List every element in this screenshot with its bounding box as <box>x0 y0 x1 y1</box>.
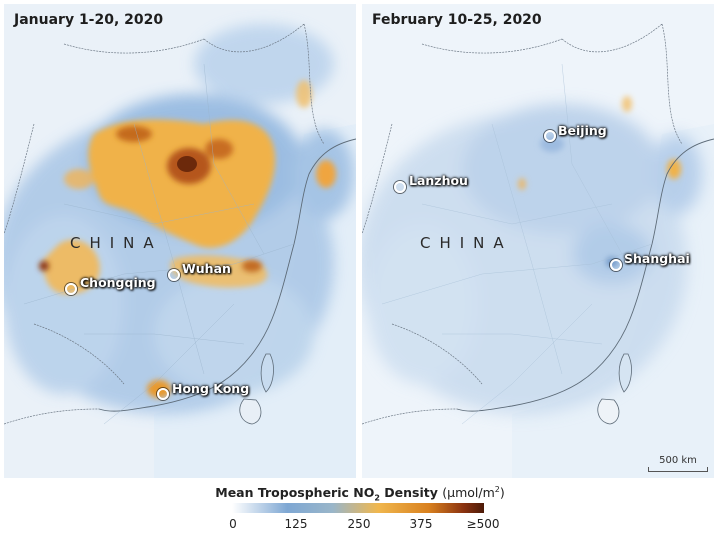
country-label: CHINA <box>70 234 163 252</box>
no2-map-january <box>4 4 356 478</box>
city-marker-icon <box>610 259 622 271</box>
city-beijing: Beijing <box>544 118 607 142</box>
city-label: Beijing <box>558 122 607 138</box>
legend-units: (µmol/m <box>442 485 495 501</box>
panel-title: February 10-25, 2020 <box>372 12 542 28</box>
legend-title: Mean Tropospheric NO2 Density (µmol/m2) <box>0 485 720 503</box>
country-label: CHINA <box>420 234 513 252</box>
city-marker-icon <box>157 388 169 400</box>
color-legend: Mean Tropospheric NO2 Density (µmol/m2) … <box>0 480 720 536</box>
no2-map-february <box>362 4 714 478</box>
scale-bar: 500 km <box>648 455 708 472</box>
map-panel-january: January 1-20, 2020 CHINA Wuhan Chongqing… <box>4 4 356 478</box>
city-wuhan: Wuhan <box>168 255 231 281</box>
legend-title-text: Mean Tropospheric NO <box>215 485 375 501</box>
city-shanghai: Shanghai <box>610 245 690 271</box>
city-label: Hong Kong <box>172 380 250 396</box>
legend-units-superscript: 2 <box>494 485 500 494</box>
scale-bar-line <box>648 467 708 472</box>
city-chongqing: Chongqing <box>65 269 156 295</box>
legend-tick: ≥500 <box>466 517 500 531</box>
legend-tick: 375 <box>409 517 433 531</box>
city-label: Shanghai <box>624 250 690 266</box>
city-marker-icon <box>65 283 77 295</box>
city-label: Lanzhou <box>409 172 468 188</box>
panel-title: January 1-20, 2020 <box>14 12 164 28</box>
city-marker-icon <box>168 269 180 281</box>
city-label: Wuhan <box>182 260 231 276</box>
city-hong-kong: Hong Kong <box>157 376 249 400</box>
city-lanzhou: Lanzhou <box>394 167 468 193</box>
city-label: Chongqing <box>80 274 156 290</box>
legend-tick: 250 <box>347 517 371 531</box>
legend-title-density: Density <box>379 485 443 501</box>
city-marker-icon <box>394 181 406 193</box>
legend-tick: 125 <box>284 517 308 531</box>
legend-units-close: ) <box>499 485 505 501</box>
map-panel-february: February 10-25, 2020 CHINA Beijing Lanzh… <box>362 4 714 478</box>
scale-bar-label: 500 km <box>659 455 697 466</box>
legend-color-ramp <box>232 503 484 513</box>
legend-title-subscript: 2 <box>374 493 380 503</box>
city-marker-icon <box>544 130 556 142</box>
legend-tick: 0 <box>229 517 237 531</box>
